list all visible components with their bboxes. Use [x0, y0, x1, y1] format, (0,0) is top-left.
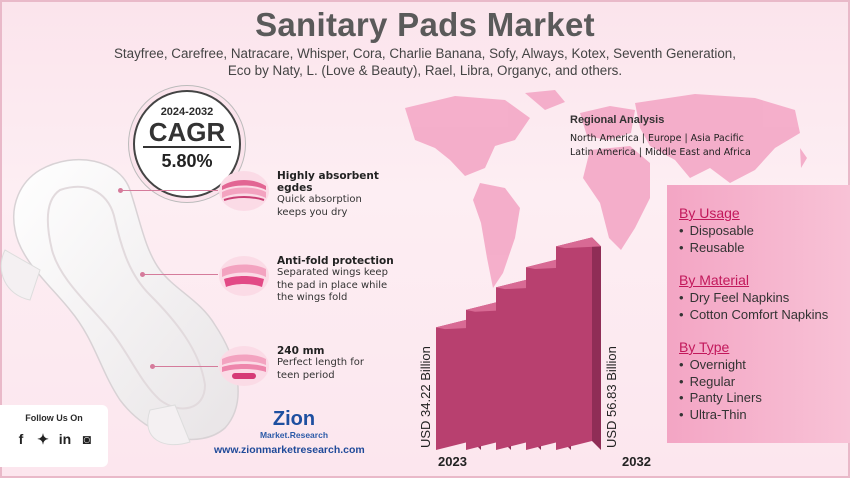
bar-side: [592, 237, 601, 450]
page-title: Sanitary Pads Market: [255, 6, 595, 43]
twitter-icon[interactable]: ✦: [37, 431, 49, 447]
bar-5: [556, 237, 601, 450]
cagr-label: CAGR: [143, 118, 231, 148]
cagr-value: 5.80%: [161, 151, 213, 171]
value-label-2032: USD 56.83 Billion: [604, 346, 619, 448]
leader-line-3: [150, 364, 218, 369]
feature-3-desc-2: teen period: [277, 369, 335, 381]
feature-2-desc-2: the pad in place while: [277, 279, 388, 291]
wings-icon: [219, 256, 269, 296]
linkedin-icon[interactable]: in: [58, 431, 72, 447]
social-icons: f ✦ in ◙: [0, 431, 108, 447]
instagram-icon[interactable]: ◙: [82, 431, 92, 447]
segment-material-heading: By Material: [679, 272, 750, 288]
feature-3-title: 240 mm: [277, 345, 325, 357]
value-label-2023: USD 34.22 Billion: [418, 346, 433, 448]
segment-item: Overnight: [679, 357, 850, 374]
zion-logo[interactable]: Zion Market.Research: [254, 408, 334, 446]
segment-item: Panty Liners: [679, 390, 850, 407]
regional-analysis: Regional Analysis North America | Europe…: [570, 114, 800, 160]
follow-us-box: Follow Us On f ✦ in ◙: [0, 405, 108, 467]
pad-length-icon: [219, 346, 269, 386]
cagr-years: 2024-2032: [160, 106, 214, 118]
follow-us-label: Follow Us On: [25, 413, 83, 423]
regional-line-1: North America | Europe | Asia Pacific: [570, 133, 744, 144]
cagr-badge: 2024-2032 CAGR 5.80%: [133, 90, 241, 198]
segment-item: Dry Feel Napkins: [679, 290, 850, 307]
company-list: Stayfree, Carefree, Natracare, Whisper, …: [60, 45, 790, 79]
feature-1-desc-2: keeps you dry: [277, 206, 348, 218]
segment-item: Cotton Comfort Napkins: [679, 307, 850, 324]
bar-chart-svg: [436, 237, 601, 450]
facebook-icon[interactable]: f: [18, 431, 24, 447]
company-list-line-1: Stayfree, Carefree, Natracare, Whisper, …: [114, 46, 736, 61]
segment-material: By Material Dry Feel Napkins Cotton Comf…: [679, 272, 850, 323]
leader-line-2: [140, 272, 218, 277]
feature-2-desc-3: the wings fold: [277, 292, 348, 303]
category-label-2023: 2023: [438, 454, 467, 469]
company-list-line-2: Eco by Naty, L. (Love & Beauty), Rael, L…: [227, 63, 623, 78]
feature-1-title: Highly absorbent egdes: [277, 170, 379, 194]
feature-3-desc-1: Perfect length for: [277, 357, 365, 368]
bar-top: [556, 237, 601, 249]
logo-word: Zion: [272, 408, 316, 430]
segment-type: By Type Overnight Regular Panty Liners U…: [679, 339, 850, 423]
segment-usage-heading: By Usage: [679, 205, 740, 221]
segment-usage: By Usage Disposable Reusable: [679, 205, 850, 256]
bar-front: [526, 258, 562, 450]
bar-front: [466, 300, 502, 450]
website-link[interactable]: www.zionmarketresearch.com: [214, 444, 365, 456]
leader-line-1: [118, 188, 218, 193]
segment-item: Reusable: [679, 240, 850, 257]
segment-item: Disposable: [679, 223, 850, 240]
feature-1-desc-1: Quick absorption: [277, 194, 362, 205]
bar-front: [436, 318, 472, 450]
market-size-chart: USD 34.22 Billion USD 56.83 Billion 2023…: [400, 210, 690, 475]
bar-front: [556, 237, 592, 450]
segmentation-panel: By Usage Disposable Reusable By Material…: [667, 185, 850, 443]
segment-type-heading: By Type: [679, 339, 730, 355]
bar-front: [496, 278, 532, 450]
sanitary-pad-image: [0, 158, 239, 446]
category-label-2032: 2032: [622, 454, 651, 469]
feature-2-title: Anti-fold protection: [277, 255, 394, 267]
regional-heading: Regional Analysis: [570, 114, 665, 126]
logo-sub: Market.Research: [259, 430, 329, 440]
segment-item: Regular: [679, 374, 850, 391]
regional-line-2: Latin America | Middle East and Africa: [570, 147, 751, 158]
feature-2-desc-1: Separated wings keep: [277, 267, 388, 278]
absorbent-layers-icon: [219, 171, 269, 211]
segment-item: Ultra-Thin: [679, 407, 850, 424]
